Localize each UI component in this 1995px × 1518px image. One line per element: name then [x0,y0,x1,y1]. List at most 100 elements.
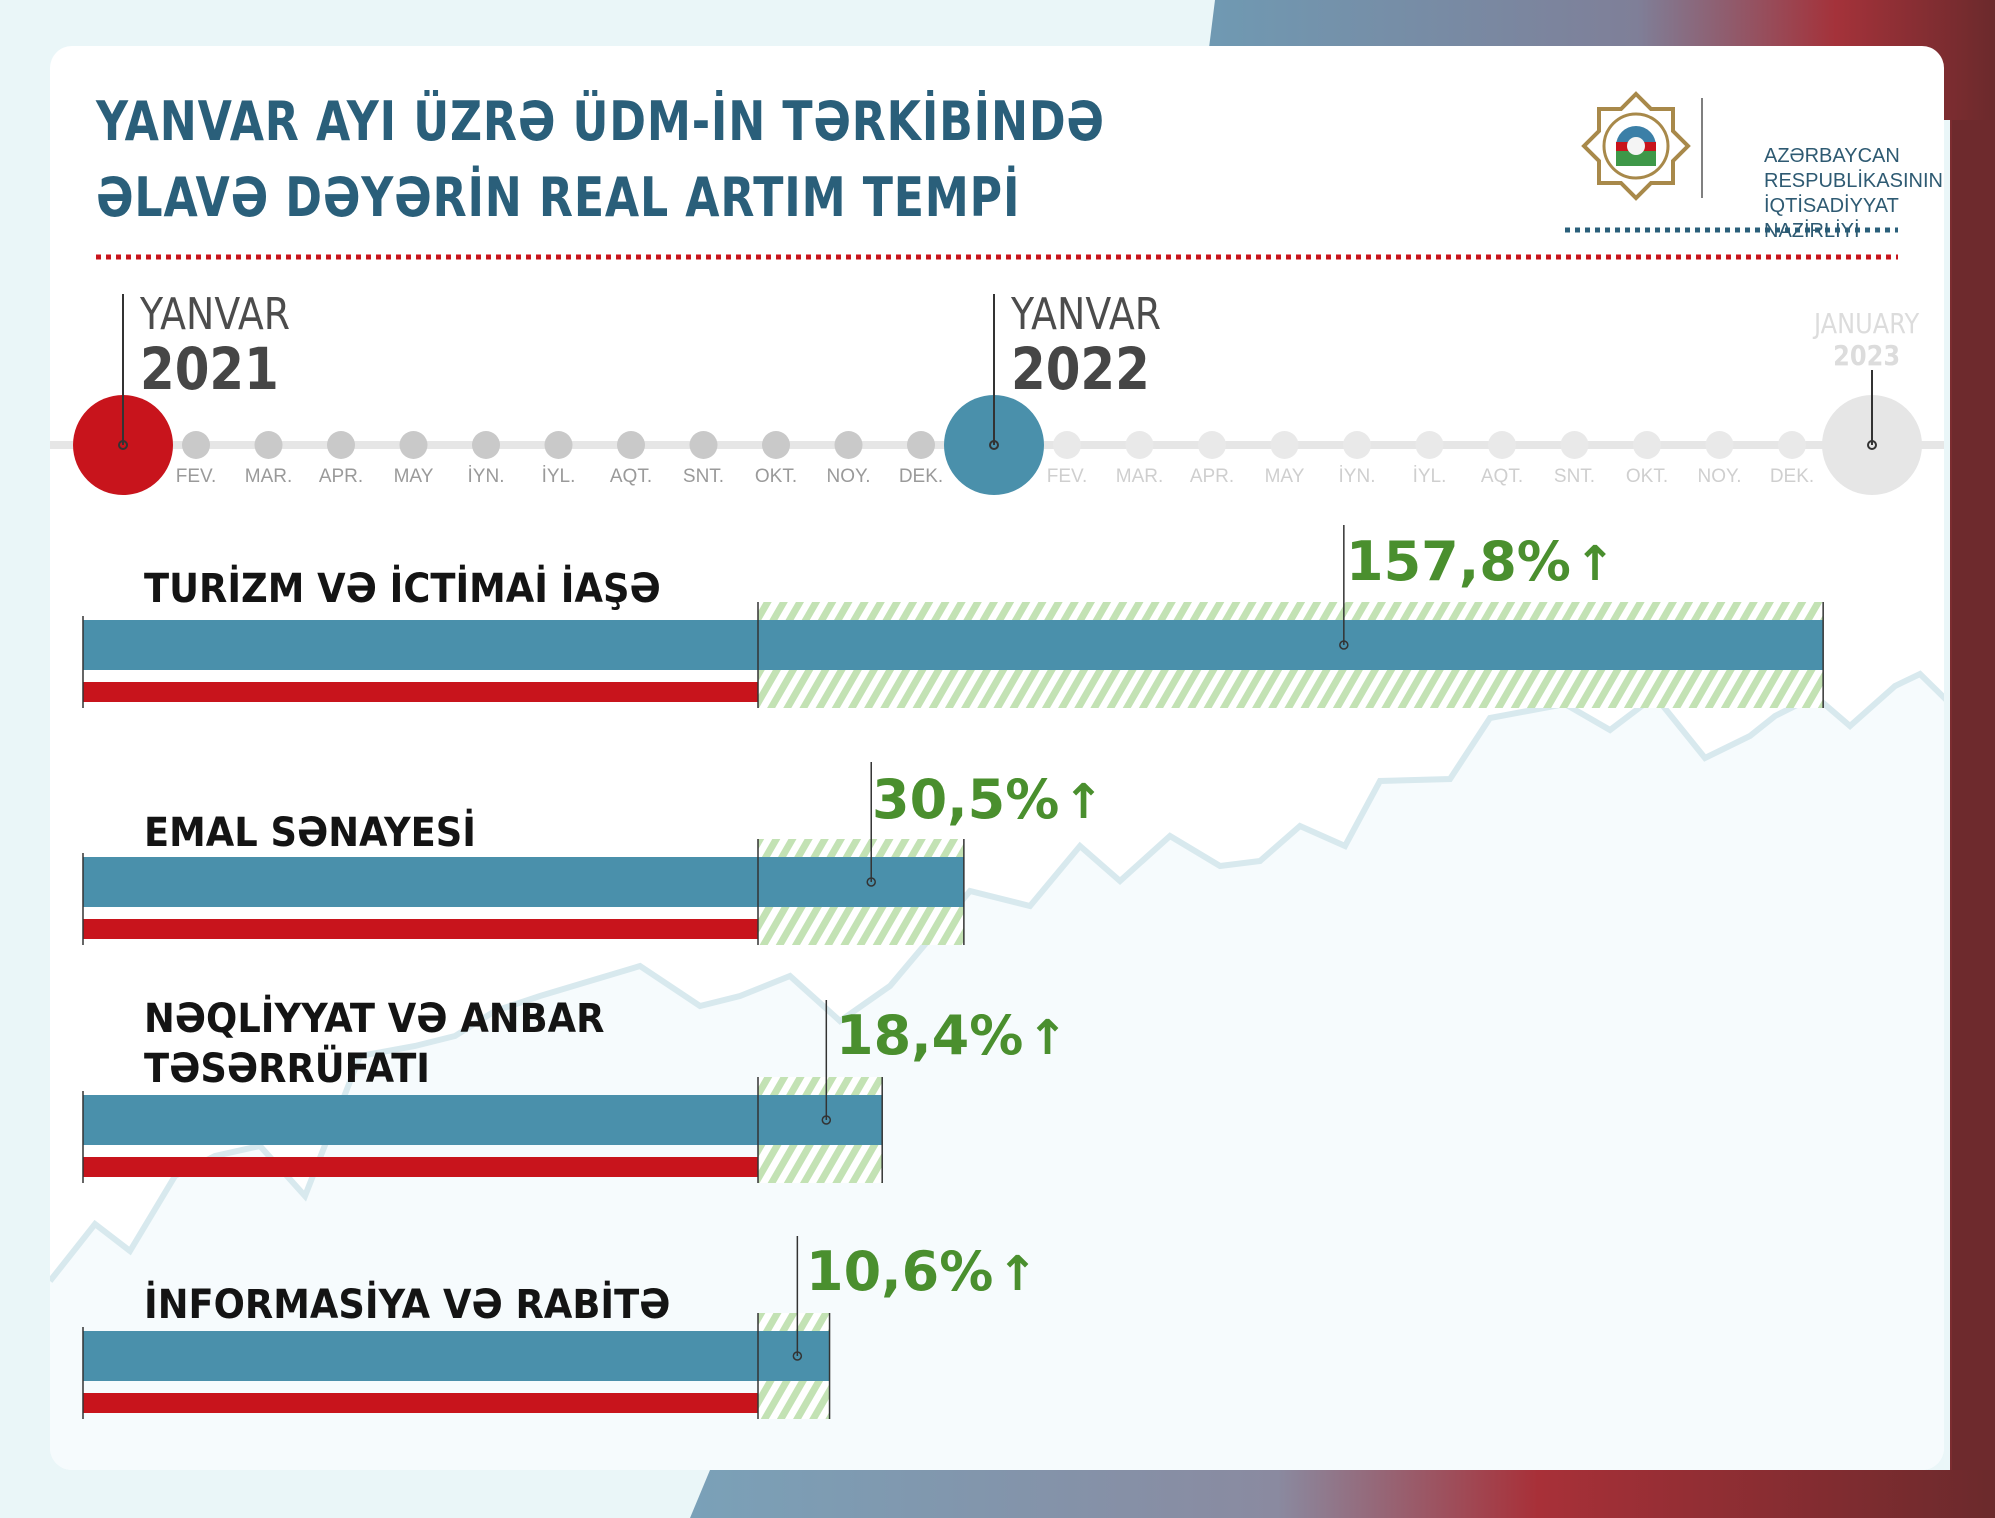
infographic-card: FEV. MAR. APR. MAY İYN. İYL. AQT. SNT. OKT. NOY. D… [50,46,1944,1470]
month-dot [834,431,863,459]
bar-row-2 [82,1000,883,1183]
month-label: AQT. [1481,466,1523,487]
month-dot [1633,431,1661,459]
category-label-transport-line-2: TƏSƏRRÜFATI [144,1046,430,1092]
category-label-transport: NƏQLİYYAT VƏ ANBAR TƏSƏRRÜFATI [144,994,604,1094]
jan-2022-bar [83,1331,830,1381]
month-label: FEV. [176,466,217,487]
emblem-icon [1581,91,1691,201]
month-label: NOY. [826,466,870,487]
category-label-manufacturing: EMAL SƏNAYESİ [144,808,476,858]
value-label-tourism: 157,8%↑ [1346,532,1615,594]
up-arrow-icon: ↑ [1063,774,1104,830]
value-pointer-dot [866,877,876,887]
month-label: AQT. [610,466,652,487]
month-dot [1705,431,1734,459]
category-label-ict: İNFORMASİYA VƏ RABİTƏ [144,1280,670,1330]
month-label: NOY. [1697,466,1741,487]
value-pointer-dot [821,1115,832,1125]
month-dot [1053,431,1081,459]
timeline-year-2022: 2022 [1011,335,1150,403]
value-pointer-dot [1339,640,1349,650]
month-label: MAY [1265,466,1305,487]
month-label: OKT. [1626,466,1668,487]
months-2022: FEV. MAR. APR. MAY İYN. İYL. AQT. SNT. OKT. NOY. D… [1047,431,1814,487]
month-label: MAR. [245,466,293,487]
jan-2021-bar [83,1393,758,1413]
value-pointer-dot [792,1351,803,1361]
ministry-name: AZƏRBAYCAN RESPUBLİKASININ İQTİSADİYYAT … [1764,144,1943,244]
value-label-tourism-text: 157,8% [1346,530,1571,593]
up-arrow-icon: ↑ [997,1246,1038,1302]
title-line-2: ƏLAVƏ DƏYƏRİN REAL ARTIM TEMPİ [96,166,1021,229]
month-dot [399,431,428,459]
timeline: FEV. MAR. APR. MAY İYN. İYL. AQT. SNT. OKT. NOY. D… [50,294,1944,495]
month-label: DEK. [1770,466,1814,487]
ministry-line-2: RESPUBLİKASININ [1764,170,1943,192]
category-label-tourism: TURİZM VƏ İCTİMAİ İAŞƏ [144,564,661,614]
month-dot [472,431,500,459]
month-dot [254,431,283,459]
jan-2022-bar [83,857,964,907]
ministry-line-4: NAZİRLİYİ [1764,220,1860,242]
month-dot [182,431,210,459]
month-label: SNT. [683,466,724,487]
bar-row-1 [82,762,965,945]
up-arrow-icon: ↑ [1027,1010,1068,1066]
month-label: APR. [319,466,363,487]
month-label: İYN. [1339,466,1376,487]
value-label-ict: 10,6%↑ [806,1242,1038,1304]
bars-group [82,525,1824,1419]
category-label-tourism-line: TURİZM VƏ İCTİMAİ İAŞƏ [144,566,661,612]
jan-2022-bar [83,620,1824,670]
month-dot [617,431,645,459]
jan-2021-bar [83,1157,758,1177]
month-dot [1560,431,1589,459]
ministry-line-1: AZƏRBAYCAN [1764,145,1900,167]
month-dot [907,431,935,459]
value-label-manufacturing-text: 30,5% [872,768,1060,831]
background-trend-line [50,670,1944,1283]
month-label: MAY [394,466,434,487]
bar-row-3 [82,1236,831,1419]
value-label-transport-text: 18,4% [836,1004,1024,1067]
month-label: SNT. [1554,466,1595,487]
month-dot [544,431,573,459]
timeline-month-2021: YANVAR [140,289,291,340]
month-dot [327,431,355,459]
category-label-transport-line-1: NƏQLİYYAT VƏ ANBAR [144,996,605,1042]
month-label: FEV. [1047,466,1088,487]
month-dot [1415,431,1444,459]
months-2021: FEV. MAR. APR. MAY İYN. İYL. AQT. SNT. OKT. NOY. D… [176,431,943,487]
value-label-manufacturing: 30,5%↑ [872,770,1104,832]
jan-2021-bar [83,682,758,702]
month-dot [1270,431,1299,459]
month-dot [1343,431,1371,459]
title-line-1: YANVAR AYI ÜZRƏ ÜDM-İN TƏRKİBİNDƏ [96,90,1105,153]
category-label-ict-line: İNFORMASİYA VƏ RABİTƏ [144,1282,671,1328]
timeline-label-2021: YANVAR 2021 [140,289,291,403]
timeline-month-2023: JANUARY [1814,307,1920,340]
bar-row-0 [82,525,1824,708]
up-arrow-icon: ↑ [1574,536,1616,592]
month-dot [1778,431,1806,459]
jan-2022-bar [83,1095,883,1145]
timeline-month-2022: YANVAR [1011,289,1162,340]
background-trend-area [50,674,1944,1470]
month-label: İYN. [468,466,505,487]
month-dot [762,431,790,459]
month-dot [1125,431,1154,459]
timeline-label-2023: JANUARY 2023 [1814,308,1919,372]
timeline-year-2023: 2023 [1833,339,1901,372]
timeline-year-2021: 2021 [140,335,279,403]
month-label: OKT. [755,466,797,487]
month-label: İYL. [542,466,576,487]
month-label: APR. [1190,466,1234,487]
page-title: YANVAR AYI ÜZRƏ ÜDM-İN TƏRKİBİNDƏ ƏLAVƏ … [96,84,1105,236]
timeline-label-2022: YANVAR 2022 [1011,289,1162,403]
month-label: MAR. [1116,466,1164,487]
growth-bar-chart: FEV. MAR. APR. MAY İYN. İYL. AQT. SNT. OKT. NOY. D… [50,91,1944,1470]
value-label-transport: 18,4%↑ [836,1006,1068,1068]
month-label: İYL. [1413,466,1447,487]
value-label-ict-text: 10,6% [806,1240,994,1303]
